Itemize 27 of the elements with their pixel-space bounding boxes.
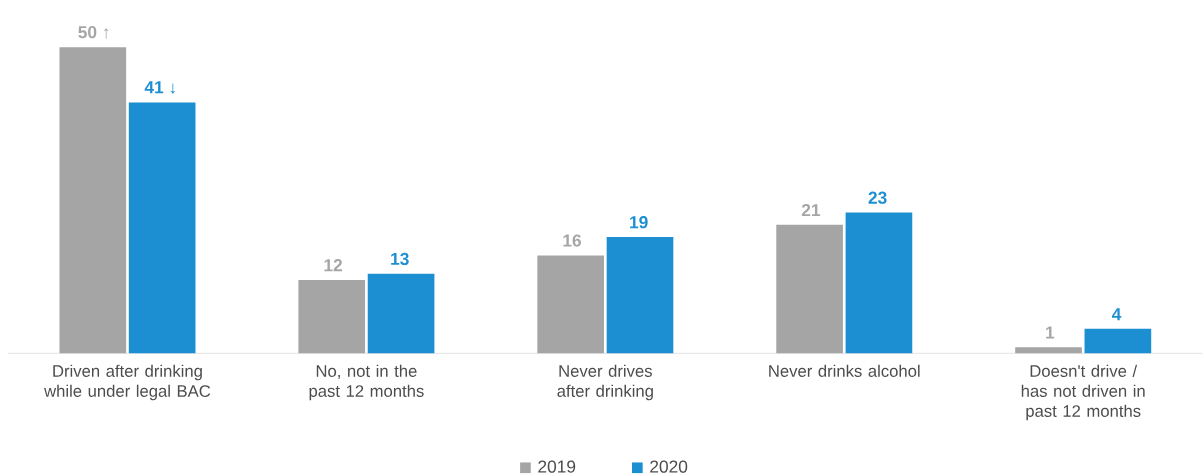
data-label: 23	[868, 191, 887, 204]
x-tick-label: No, not in the past 12 months	[309, 364, 424, 401]
bar	[1084, 328, 1152, 354]
x-tick-label: Doesn't drive / has not driven in past 12 months	[1021, 364, 1145, 421]
legend-label: 2019	[538, 460, 576, 473]
bar	[367, 273, 435, 354]
legend-label: 2020	[650, 460, 688, 473]
data-label: 13	[391, 252, 409, 266]
data-label: 4	[1111, 308, 1122, 321]
data-label: 16	[563, 234, 582, 247]
bar	[1015, 347, 1082, 354]
data-label: 50 ↑	[78, 26, 109, 39]
x-tick-label: Never drinks alcohol	[769, 364, 920, 377]
x-tick-label: Never drives after drinking	[557, 364, 653, 401]
data-label: 19	[630, 216, 648, 229]
bar	[845, 212, 913, 354]
x-tick-label: Driven after drinking while under legal BAC	[44, 364, 211, 401]
data-label: 41 ↓	[144, 81, 175, 94]
data-label: 1	[1046, 326, 1055, 339]
bar	[606, 237, 674, 354]
bar	[537, 255, 604, 354]
bar	[128, 102, 196, 354]
data-label: 12	[324, 259, 343, 272]
bar	[59, 47, 127, 354]
data-label: 21	[801, 204, 821, 217]
bar	[776, 224, 843, 354]
bar	[298, 279, 366, 354]
